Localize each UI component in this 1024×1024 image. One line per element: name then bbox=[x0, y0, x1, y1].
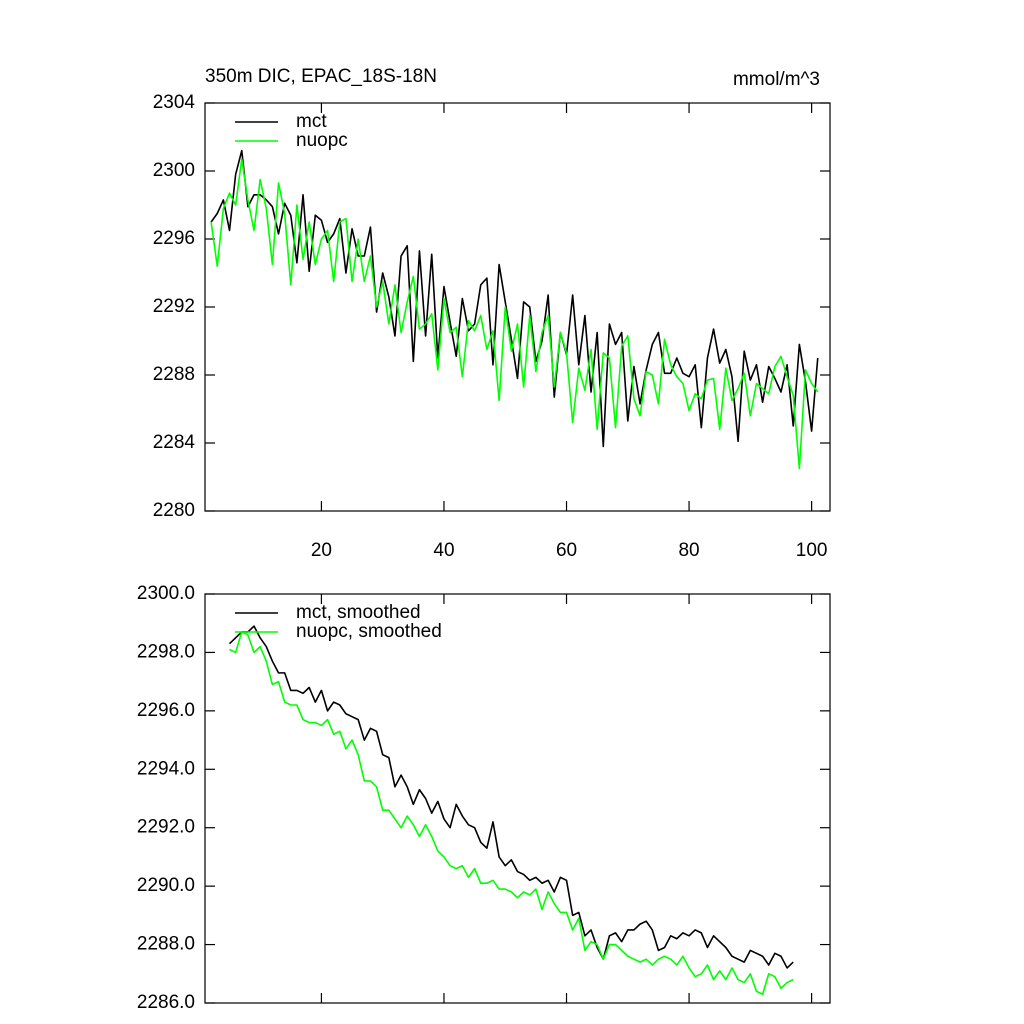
y-tick-label: 2294.0 bbox=[137, 758, 195, 779]
y-tick-label: 2300 bbox=[153, 160, 195, 181]
y-tick-label: 2300.0 bbox=[137, 583, 195, 604]
series-line bbox=[210, 149, 819, 448]
legend-label: mct, smoothed bbox=[296, 602, 421, 623]
x-tick-label: 100 bbox=[796, 540, 828, 561]
y-tick-label: 2288.0 bbox=[137, 934, 195, 955]
legend-label: nuopc bbox=[296, 130, 348, 151]
y-tick-label: 2280 bbox=[153, 500, 195, 521]
series-line bbox=[229, 631, 794, 996]
y-tick-label: 2288 bbox=[153, 364, 195, 385]
y-tick-label: 2290.0 bbox=[137, 875, 195, 896]
y-tick-label: 2292 bbox=[153, 296, 195, 317]
x-tick-label: 80 bbox=[678, 540, 699, 561]
chart-title: 350m DIC, EPAC_18S-18N bbox=[205, 66, 437, 87]
y-tick-label: 2304 bbox=[153, 92, 196, 113]
x-tick-label: 60 bbox=[556, 540, 577, 561]
y-tick-label: 2292.0 bbox=[137, 817, 195, 838]
plot-frame bbox=[204, 102, 831, 512]
y-tick-label: 2298.0 bbox=[137, 641, 195, 662]
y-tick-label: 2296.0 bbox=[137, 700, 195, 721]
series-line bbox=[228, 625, 794, 969]
x-tick-label: 20 bbox=[311, 540, 332, 561]
units-label: mmol/m^3 bbox=[733, 69, 820, 90]
y-tick-label: 2286.0 bbox=[137, 992, 195, 1013]
y-tick-label: 2296 bbox=[153, 228, 195, 249]
y-tick-label: 2284 bbox=[153, 432, 196, 453]
legend-label: nuopc, smoothed bbox=[296, 621, 442, 642]
series-line bbox=[210, 158, 819, 470]
x-tick-label: 40 bbox=[433, 540, 454, 561]
legend-label: mct bbox=[296, 111, 327, 132]
plot-frame bbox=[204, 593, 831, 1004]
